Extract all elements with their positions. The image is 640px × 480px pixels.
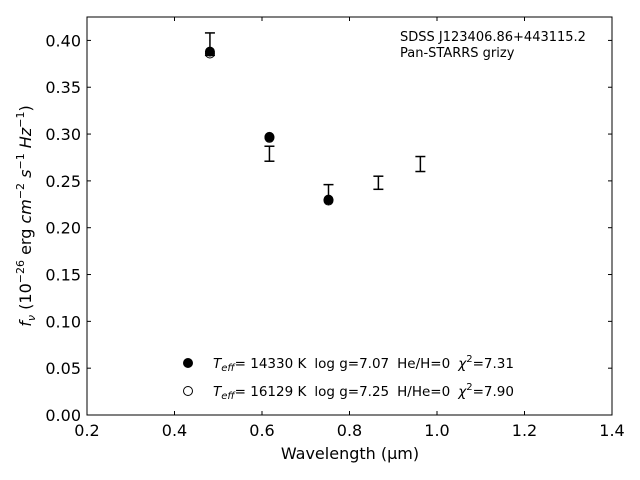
open-model-point-1 <box>264 132 275 143</box>
observed-point-1 <box>264 145 275 162</box>
open-model-point-0 <box>204 48 215 59</box>
plot-area <box>86 16 613 416</box>
y-tick-label-3: 0.15 <box>45 266 81 285</box>
y-axis-label: fν (10−26 erg cm−2 s−1 Hz−1) <box>14 105 38 326</box>
y-tick-label-4: 0.20 <box>45 219 81 238</box>
y-tick-label-6: 0.30 <box>45 125 81 144</box>
y-tick-label-7: 0.35 <box>45 78 81 97</box>
y-tick-label-5: 0.25 <box>45 172 81 191</box>
annotation-line-1: SDSS J123406.86+443115.2 <box>400 30 586 45</box>
observed-point-3 <box>373 175 384 191</box>
legend-marker-open <box>183 386 193 396</box>
y-tick-label-0: 0.00 <box>45 406 81 425</box>
model-points <box>204 46 334 206</box>
y-tick-label-2: 0.10 <box>45 312 81 331</box>
x-tick-label-5: 1.2 <box>512 421 537 440</box>
y-tick-label-1: 0.05 <box>45 359 81 378</box>
x-tick-label-2: 0.6 <box>249 421 274 440</box>
observed-point-4 <box>415 155 426 173</box>
x-tick-label-6: 1.4 <box>599 421 624 440</box>
x-tick-label-0: 0.2 <box>74 421 99 440</box>
legend-marker-filled <box>183 358 193 368</box>
x-axis-label: Wavelength (μm) <box>281 444 419 463</box>
x-tick-label-3: 0.8 <box>337 421 362 440</box>
x-tick-label-1: 0.4 <box>162 421 187 440</box>
y-tick-label-8: 0.40 <box>45 31 81 50</box>
filled-model-point-0 <box>204 46 215 57</box>
axis-ticks: 0.2 0.4 0.6 0.8 1.0 1.2 1.4 0.00 0.05 0.10 0.15 0.2… <box>45 17 625 440</box>
x-tick-label-4: 1.0 <box>424 421 449 440</box>
open-model-point-2 <box>323 195 334 206</box>
annotation-line-2: Pan-STARRS grizy <box>400 46 515 61</box>
